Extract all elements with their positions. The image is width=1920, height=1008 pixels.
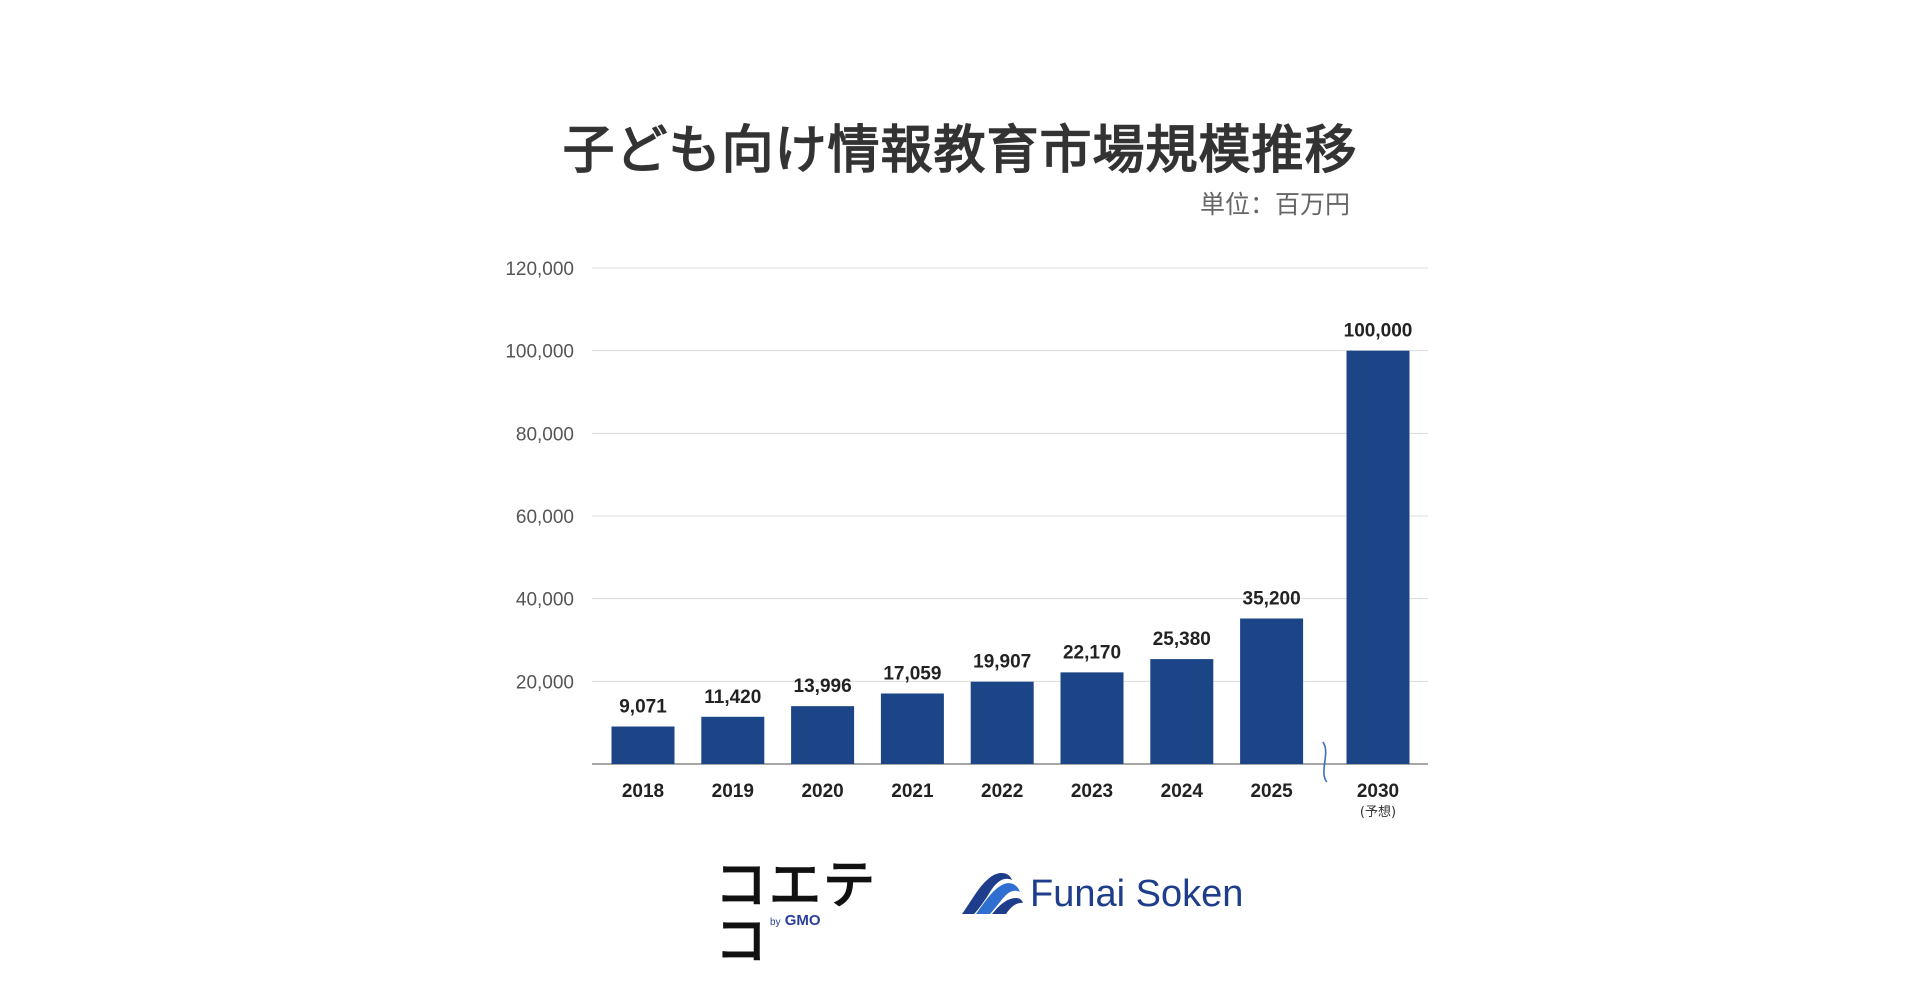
y-tick-label: 60,000 bbox=[516, 507, 574, 528]
x-tick-label: 2018 bbox=[622, 781, 664, 802]
x-tick-label: 2022 bbox=[981, 781, 1023, 802]
bar-2020 bbox=[791, 706, 855, 764]
y-tick-label: 80,000 bbox=[516, 424, 574, 445]
value-label: 100,000 bbox=[1344, 321, 1413, 342]
bar-2024 bbox=[1150, 659, 1214, 764]
bar-2025 bbox=[1240, 618, 1304, 764]
bar-2022 bbox=[970, 681, 1034, 764]
value-label: 25,380 bbox=[1153, 629, 1211, 650]
y-tick-label: 120,000 bbox=[505, 259, 574, 280]
bar-2030 bbox=[1346, 350, 1410, 764]
value-label: 13,996 bbox=[794, 676, 852, 697]
x-tick-label: 2025 bbox=[1250, 781, 1293, 802]
value-label: 9,071 bbox=[619, 697, 667, 718]
logos: コエテコ by GMO Funai Soken bbox=[715, 856, 1244, 972]
axis-break-mark bbox=[1322, 741, 1328, 783]
y-tick-label: 40,000 bbox=[516, 590, 574, 611]
funai-wave-icon bbox=[962, 873, 1023, 914]
chart-title: 子ども向け情報教育市場規模推移 bbox=[562, 121, 1358, 181]
value-label: 19,907 bbox=[973, 652, 1031, 673]
unit-label: 単位：百万円 bbox=[1199, 190, 1350, 219]
value-label: 22,170 bbox=[1063, 642, 1121, 663]
bar-2021 bbox=[880, 693, 944, 764]
bar-2023 bbox=[1060, 672, 1124, 764]
value-label: 17,059 bbox=[883, 663, 941, 684]
x-tick-note: (予想) bbox=[1360, 804, 1396, 820]
y-tick-label: 100,000 bbox=[505, 342, 574, 363]
bar-2019 bbox=[701, 716, 765, 764]
x-tick-label: 2019 bbox=[712, 781, 754, 802]
x-tick-label: 2020 bbox=[801, 781, 843, 802]
koeteko-logo: コエテコ by GMO bbox=[715, 856, 878, 972]
value-label: 35,200 bbox=[1243, 589, 1301, 610]
x-tick-label: 2021 bbox=[891, 781, 934, 802]
x-tick-label: 2030 bbox=[1357, 781, 1399, 802]
x-tick-label: 2024 bbox=[1161, 781, 1204, 802]
x-tick-label: 2023 bbox=[1071, 781, 1113, 802]
bar-2018 bbox=[611, 726, 675, 764]
y-tick-label: 20,000 bbox=[516, 672, 574, 693]
value-label: 11,420 bbox=[704, 687, 761, 708]
